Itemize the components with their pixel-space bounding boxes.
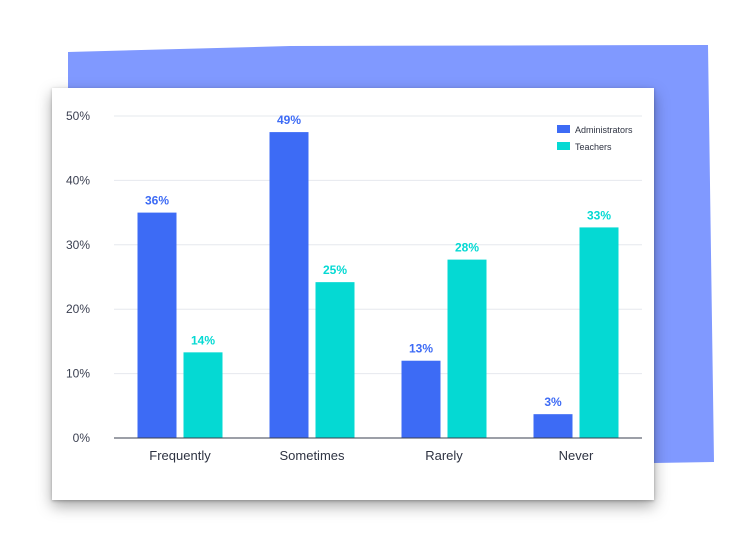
legend-swatch (557, 125, 570, 133)
legend-swatch (557, 142, 570, 150)
y-tick-label: 30% (66, 238, 90, 252)
bar-teachers-rarely (447, 259, 487, 438)
value-label: 33% (587, 208, 611, 222)
bar-teachers-frequently (183, 352, 223, 438)
value-label: 28% (455, 241, 479, 255)
value-label: 3% (544, 395, 562, 409)
bar-administrators-sometimes (269, 132, 309, 438)
chart-card: 0% 10% 20% 30% 40% 50% 36% 14% 49% 25% 13% 28% 3% 33… (52, 88, 654, 500)
bar-teachers-never (579, 227, 619, 438)
value-labels: 36% 14% 49% 25% 13% 28% 3% 33% (145, 113, 611, 409)
value-label: 49% (277, 113, 301, 127)
value-label: 13% (409, 342, 433, 356)
legend-label: Teachers (575, 142, 612, 152)
y-tick-label: 40% (66, 173, 90, 187)
y-tick-label: 50% (66, 109, 90, 123)
y-tick-label: 10% (66, 367, 90, 381)
legend: Administrators Teachers (557, 125, 633, 152)
y-axis-ticks: 0% 10% 20% 30% 40% 50% (66, 109, 90, 445)
category-label: Never (559, 448, 594, 463)
bar-administrators-rarely (401, 360, 441, 438)
category-label: Sometimes (279, 448, 345, 463)
bars (137, 132, 619, 438)
value-label: 14% (191, 333, 215, 347)
value-label: 36% (145, 194, 169, 208)
legend-label: Administrators (575, 125, 633, 135)
value-label: 25% (323, 263, 347, 277)
bar-administrators-never (533, 414, 573, 438)
bar-teachers-sometimes (315, 282, 355, 438)
x-axis-categories: Frequently Sometimes Rarely Never (149, 448, 594, 463)
bar-administrators-frequently (137, 212, 177, 438)
y-tick-label: 20% (66, 302, 90, 316)
category-label: Frequently (149, 448, 211, 463)
y-tick-label: 0% (73, 431, 91, 445)
category-label: Rarely (425, 448, 463, 463)
bar-chart: 0% 10% 20% 30% 40% 50% 36% 14% 49% 25% 13% 28% 3% 33… (66, 109, 642, 463)
